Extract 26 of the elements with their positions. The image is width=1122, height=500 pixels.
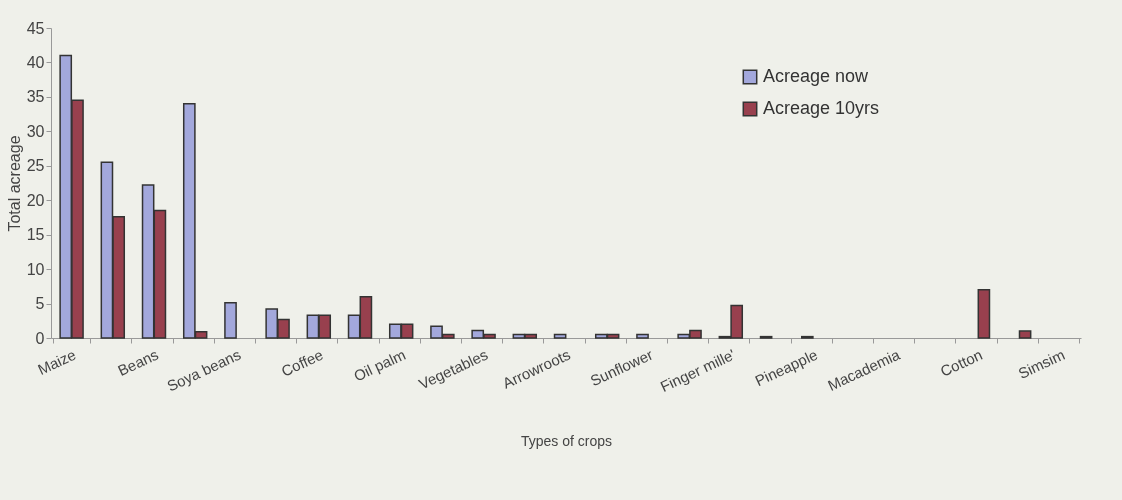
x-tick-label: Beans: [115, 345, 161, 380]
bar: [1018, 330, 1032, 339]
y-tick-label: 5: [35, 295, 45, 313]
x-tick-label: Cotton: [937, 345, 985, 380]
x-tick-label: Soya beans: [164, 345, 244, 395]
x-tick-label: Oil palm: [350, 345, 409, 385]
bar: [224, 302, 237, 339]
legend-label: Acreage now: [763, 66, 870, 86]
x-tick-label: Maize: [34, 345, 79, 379]
x-tick-label: Finger mille': [657, 345, 738, 396]
y-tick-label: 0: [35, 329, 45, 347]
bar: [977, 289, 991, 339]
y-tick-label: 20: [26, 191, 45, 209]
legend-label: Acreage 10yrs: [763, 98, 880, 118]
y-tick-label: 40: [26, 53, 45, 71]
y-axis-title: Total acreage: [5, 135, 23, 232]
y-tick-label: 10: [26, 260, 45, 278]
bar: [553, 333, 567, 339]
x-tick-label: Coffee: [278, 345, 326, 380]
y-tick-label: 30: [26, 122, 45, 140]
y-tick-label: 15: [26, 226, 45, 244]
y-tick-label: 35: [26, 88, 45, 106]
x-axis-title: Types of crops: [520, 433, 613, 450]
bar: [636, 333, 649, 339]
y-tick-label: 45: [26, 19, 45, 37]
y-tick-label: 25: [26, 157, 45, 175]
